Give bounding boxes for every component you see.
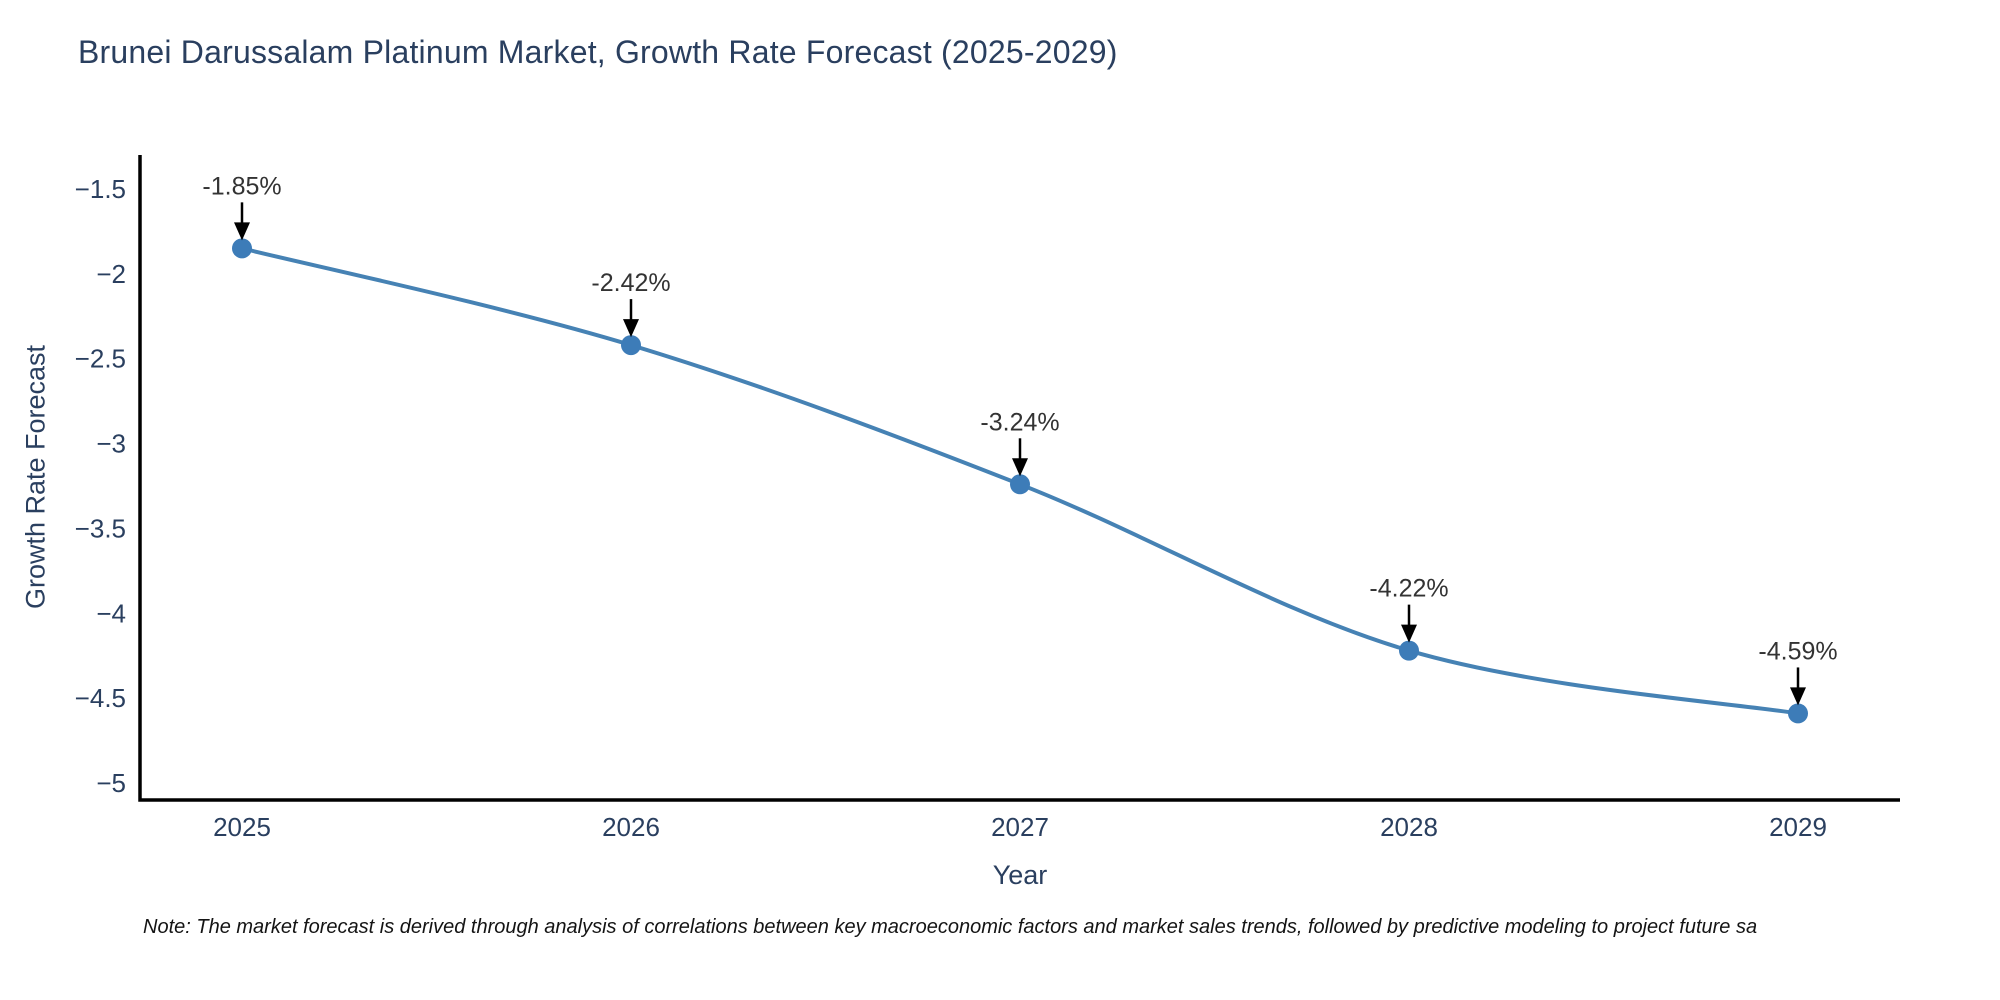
footnote: Note: The market forecast is derived thr…: [143, 916, 1758, 938]
data-point-marker[interactable]: [1788, 703, 1808, 724]
x-axis-title: Year: [992, 860, 1048, 890]
annotation-arrowhead-icon: [234, 222, 250, 241]
x-tick-label: 2025: [213, 812, 271, 842]
point-annotation-label: -1.85%: [202, 172, 281, 200]
y-tick-label: −5: [96, 768, 126, 798]
y-tick-label: −3: [96, 429, 126, 459]
y-tick-label: −4.5: [75, 683, 126, 713]
point-annotation-label: -2.42%: [591, 269, 670, 297]
annotation-arrowhead-icon: [1012, 458, 1028, 477]
data-point-marker[interactable]: [621, 335, 641, 356]
y-tick-label: −3.5: [75, 513, 126, 543]
annotation-arrowhead-icon: [1790, 687, 1806, 706]
y-tick-label: −2.5: [75, 344, 126, 374]
data-point-marker[interactable]: [232, 238, 252, 259]
x-tick-label: 2026: [602, 812, 660, 842]
data-point-marker[interactable]: [1399, 640, 1419, 661]
x-tick-label: 2027: [991, 812, 1049, 842]
y-tick-label: −1.5: [75, 174, 126, 204]
point-annotation-label: -4.59%: [1758, 637, 1837, 665]
y-tick-label: −2: [96, 259, 126, 289]
point-annotation-label: -4.22%: [1369, 575, 1448, 603]
x-tick-label: 2029: [1769, 812, 1827, 842]
y-tick-label: −4: [96, 598, 126, 628]
axes-lines: [138, 155, 1900, 802]
annotation-arrowhead-icon: [1401, 624, 1417, 643]
data-point-marker[interactable]: [1010, 474, 1030, 495]
chart-title: Brunei Darussalam Platinum Market, Growt…: [78, 34, 1118, 70]
point-annotation-label: -3.24%: [980, 408, 1059, 436]
x-tick-label: 2028: [1380, 812, 1438, 842]
y-axis-title: Growth Rate Forecast: [20, 344, 51, 610]
annotation-arrowhead-icon: [623, 319, 639, 338]
